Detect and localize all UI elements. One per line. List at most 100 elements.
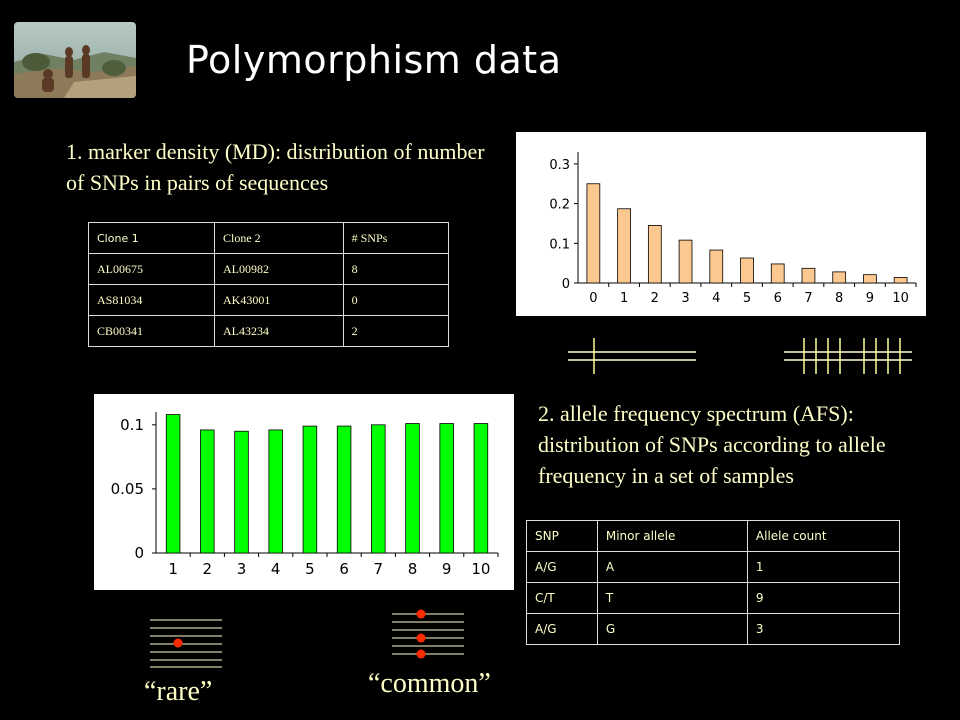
bar xyxy=(371,424,386,554)
md-chart-svg: 0 0.1 0.2 0.3 0 1 2 3 4 5 6 7 8 9 10 xyxy=(549,152,917,306)
x-tick-label: 0 xyxy=(589,291,597,306)
x-tick-label: 1 xyxy=(168,560,178,578)
md-bar-chart: 0 0.1 0.2 0.3 0 1 2 3 4 5 6 7 8 9 10 xyxy=(516,132,926,316)
bar xyxy=(893,277,908,284)
table-cell: 8 xyxy=(342,253,450,285)
bar xyxy=(200,429,215,554)
bar xyxy=(268,429,283,554)
y-tick-label: 0.1 xyxy=(120,416,144,434)
table-cell: AS81034 xyxy=(88,284,215,316)
common-allele-illustration xyxy=(392,609,464,659)
table-cell: AL00982 xyxy=(213,253,344,285)
bar xyxy=(234,430,249,554)
table-cell: C/T xyxy=(526,582,598,614)
table-cell: T xyxy=(596,582,748,614)
bar xyxy=(801,267,816,284)
table-cell: AL00675 xyxy=(88,253,215,285)
clone-snp-table: Clone 1 Clone 2 # SNPs AL00675 AL00982 8… xyxy=(88,222,450,347)
x-tick-label: 5 xyxy=(305,560,315,578)
header-cell: Clone 2 xyxy=(213,222,344,254)
bar xyxy=(586,183,601,284)
table-cell: 0 xyxy=(342,284,450,316)
table-cell: 1 xyxy=(746,551,901,583)
x-tick-label: 5 xyxy=(743,291,751,306)
minor-allele-dot xyxy=(416,633,426,643)
table-cell: AL43234 xyxy=(213,315,344,347)
bar xyxy=(678,239,693,284)
y-tick-label: 0 xyxy=(134,544,144,562)
header-cell: Allele count xyxy=(746,520,901,552)
x-tick-label: 8 xyxy=(835,291,843,306)
bar xyxy=(740,257,754,284)
x-tick-label: 7 xyxy=(804,291,812,306)
bar xyxy=(709,249,724,284)
x-tick-label: 1 xyxy=(620,291,628,306)
bar xyxy=(832,271,847,284)
afs-bar-chart: 0 0.05 0.1 1 2 3 4 5 6 7 8 9 10 xyxy=(94,394,514,590)
x-tick-label: 9 xyxy=(866,291,874,306)
hominid-landscape-photo xyxy=(14,22,136,98)
x-tick-label: 10 xyxy=(892,291,909,306)
bar xyxy=(302,425,318,554)
bar xyxy=(336,425,352,554)
table-row: C/T T 9 xyxy=(526,582,901,614)
minor-allele-dot xyxy=(416,649,426,659)
afs-chart-svg: 0 0.05 0.1 1 2 3 4 5 6 7 8 9 10 xyxy=(111,412,499,578)
x-tick-label: 8 xyxy=(408,560,418,578)
table-cell: A/G xyxy=(526,613,598,645)
y-tick-label: 0.3 xyxy=(549,158,570,173)
bar xyxy=(647,225,662,284)
common-label: “common” xyxy=(368,668,491,699)
bar xyxy=(863,274,877,284)
md-marker-illustration xyxy=(568,338,912,374)
x-tick-label: 2 xyxy=(651,291,659,306)
table-cell: CB00341 xyxy=(88,315,215,347)
rare-allele-illustration xyxy=(150,619,222,668)
table-row: A/G A 1 xyxy=(526,551,901,583)
afs-description: 2. allele frequency spectrum (AFS): dist… xyxy=(538,401,886,488)
table-header-row: SNP Minor allele Allele count xyxy=(526,520,901,552)
md-description: 1. marker density (MD): distribution of … xyxy=(66,139,485,195)
table-cell: 3 xyxy=(746,613,901,645)
table-cell: AK43001 xyxy=(213,284,344,316)
bar xyxy=(770,263,785,284)
minor-allele-dot xyxy=(416,609,426,619)
x-tick-label: 6 xyxy=(774,291,782,306)
y-tick-label: 0.05 xyxy=(111,480,144,498)
table-row: A/G G 3 xyxy=(526,613,901,645)
x-tick-label: 9 xyxy=(442,560,452,578)
table-cell: 2 xyxy=(342,315,450,347)
table-cell: A/G xyxy=(526,551,598,583)
slide-title: Polymorphism data xyxy=(186,38,562,82)
rare-label: “rare” xyxy=(144,676,213,707)
x-tick-label: 3 xyxy=(681,291,689,306)
bar xyxy=(617,208,631,284)
y-tick-label: 0.2 xyxy=(549,198,570,213)
y-tick-label: 0 xyxy=(562,277,570,292)
y-tick-label: 0.1 xyxy=(549,237,570,252)
minor-allele-dot xyxy=(173,638,183,648)
x-tick-label: 4 xyxy=(712,291,720,306)
x-tick-label: 2 xyxy=(203,560,213,578)
table-row: CB00341 AL43234 2 xyxy=(88,315,450,347)
x-tick-label: 10 xyxy=(471,560,490,578)
header-cell: Clone 1 xyxy=(88,222,215,254)
header-cell: # SNPs xyxy=(342,222,450,254)
table-cell: 9 xyxy=(746,582,901,614)
table-header-row: Clone 1 Clone 2 # SNPs xyxy=(88,222,450,254)
table-cell: G xyxy=(596,613,748,645)
bar xyxy=(439,423,454,554)
x-tick-label: 7 xyxy=(374,560,384,578)
header-cell: Minor allele xyxy=(596,520,748,552)
header-cell: SNP xyxy=(526,520,598,552)
x-tick-label: 6 xyxy=(339,560,349,578)
table-cell: A xyxy=(596,551,748,583)
bar xyxy=(473,423,489,554)
x-tick-label: 3 xyxy=(237,560,247,578)
bar xyxy=(165,414,181,554)
bar xyxy=(405,423,420,554)
table-row: AS81034 AK43001 0 xyxy=(88,284,450,316)
snp-allele-table: SNP Minor allele Allele count A/G A 1 C/… xyxy=(526,520,901,645)
x-tick-label: 4 xyxy=(271,560,281,578)
table-row: AL00675 AL00982 8 xyxy=(88,253,450,285)
